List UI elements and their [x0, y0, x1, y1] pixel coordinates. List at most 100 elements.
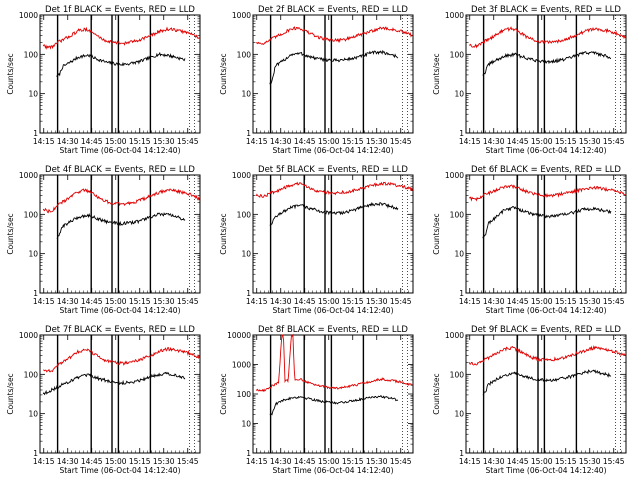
x-tick-label: 15:45	[603, 137, 625, 146]
x-axis-label: Start Time (06-Oct-04 14:12:40)	[59, 466, 180, 475]
x-tick-label: 14:15	[459, 457, 481, 466]
x-tick-label: 15:15	[129, 297, 151, 306]
lld-series-line	[255, 181, 413, 198]
x-tick-label: 15:45	[603, 297, 625, 306]
x-tick-label: 14:15	[459, 137, 481, 146]
x-tick-label: 14:15	[33, 297, 55, 306]
y-tick-label: 100	[450, 210, 465, 219]
lld-series-line	[468, 345, 626, 366]
x-tick-label: 14:15	[33, 457, 55, 466]
events-series-line	[482, 369, 612, 396]
lld-series-line	[255, 26, 413, 46]
x-tick-label: 15:00	[105, 457, 127, 466]
y-tick-label: 1	[459, 449, 464, 458]
plot-frame	[39, 14, 201, 134]
lld-series-line	[468, 26, 626, 49]
plot-frame	[465, 174, 627, 294]
y-tick-label: 1000	[232, 11, 251, 20]
y-tick-label: 1000	[19, 171, 38, 180]
y-tick-label: 10	[28, 90, 38, 99]
x-tick-label: 14:15	[459, 297, 481, 306]
lld-series-line	[42, 26, 200, 50]
lld-series-line	[43, 346, 200, 373]
y-tick-label: 10	[454, 250, 464, 259]
y-tick-label: 10	[454, 410, 464, 419]
x-axis-label: Start Time (06-Oct-04 14:12:40)	[272, 306, 393, 315]
y-tick-label: 1	[246, 289, 251, 298]
y-tick-label: 100	[450, 370, 465, 379]
y-tick-label: 1	[33, 449, 38, 458]
x-tick-label: 15:45	[177, 457, 199, 466]
x-tick-label: 14:45	[294, 137, 316, 146]
y-tick-label: 10	[241, 250, 251, 259]
x-tick-label: 15:00	[531, 137, 553, 146]
x-tick-label: 14:15	[246, 457, 268, 466]
x-tick-label: 15:15	[342, 137, 364, 146]
detector-plot-2: Det 2f BLACK = Events, RED = LLD 1 10 100 10…	[219, 5, 414, 155]
detector-plot-5: Det 5f BLACK = Events, RED = LLD 1 10 100 10…	[219, 165, 414, 315]
y-tick-label: 10	[241, 90, 251, 99]
x-tick-label: 14:30	[483, 297, 505, 306]
plot-frame	[252, 174, 414, 294]
x-tick-label: 14:30	[57, 137, 79, 146]
x-tick-label: 14:30	[270, 457, 292, 466]
x-tick-label: 15:30	[579, 457, 601, 466]
lld-series-line	[255, 333, 413, 393]
x-tick-label: 14:45	[294, 297, 316, 306]
x-tick-label: 14:30	[270, 297, 292, 306]
x-tick-label: 15:15	[555, 297, 577, 306]
x-tick-label: 14:30	[270, 137, 292, 146]
y-tick-label: 10000	[227, 331, 251, 340]
x-tick-label: 15:45	[603, 457, 625, 466]
y-axis-label: Counts/sec	[432, 213, 441, 254]
x-tick-label: 14:15	[246, 297, 268, 306]
y-tick-label: 1000	[232, 171, 251, 180]
x-axis-label: Start Time (06-Oct-04 14:12:40)	[485, 466, 606, 475]
x-tick-label: 15:15	[342, 457, 364, 466]
plot-title: Det 7f BLACK = Events, RED = LLD	[45, 325, 195, 335]
events-series-line	[482, 205, 612, 239]
x-tick-label: 15:30	[153, 297, 175, 306]
x-tick-label: 15:45	[177, 137, 199, 146]
events-series-line	[269, 49, 399, 85]
x-axis-label: Start Time (06-Oct-04 14:12:40)	[485, 306, 606, 315]
y-axis-label: Counts/sec	[219, 373, 228, 414]
events-series-line	[482, 51, 611, 76]
y-tick-label: 100	[237, 50, 252, 59]
plot-title: Det 6f BLACK = Events, RED = LLD	[471, 165, 621, 175]
y-tick-label: 10	[28, 250, 38, 259]
x-tick-label: 14:30	[483, 457, 505, 466]
y-axis-label: Counts/sec	[219, 53, 228, 94]
x-tick-label: 15:30	[579, 137, 601, 146]
x-tick-label: 15:00	[318, 137, 340, 146]
y-tick-label: 1000	[19, 11, 38, 20]
x-tick-label: 15:30	[153, 137, 175, 146]
y-tick-label: 100	[24, 370, 39, 379]
x-tick-label: 15:15	[555, 457, 577, 466]
plot-frame	[252, 14, 414, 134]
x-tick-label: 14:45	[81, 297, 103, 306]
events-series-line	[269, 201, 399, 227]
detector-plot-9: Det 9f BLACK = Events, RED = LLD 1 10 100 10…	[432, 325, 627, 475]
lld-series-line	[468, 184, 626, 202]
detector-plot-6: Det 6f BLACK = Events, RED = LLD 1 10 100 10…	[432, 165, 627, 315]
x-tick-label: 15:30	[579, 297, 601, 306]
y-tick-label: 1000	[445, 171, 464, 180]
events-series-line	[42, 371, 186, 396]
detector-plot-8: Det 8f BLACK = Events, RED = LLD 1 10 100 10…	[219, 325, 414, 475]
x-tick-label: 14:45	[507, 457, 529, 466]
y-axis-label: Counts/sec	[6, 213, 15, 254]
x-tick-label: 14:15	[246, 137, 268, 146]
x-axis-label: Start Time (06-Oct-04 14:12:40)	[59, 146, 180, 155]
plot-frame	[39, 334, 201, 454]
x-tick-label: 15:00	[105, 137, 127, 146]
x-axis-label: Start Time (06-Oct-04 14:12:40)	[272, 466, 393, 475]
x-tick-label: 15:30	[366, 137, 388, 146]
plot-title: Det 3f BLACK = Events, RED = LLD	[471, 5, 621, 15]
x-tick-label: 15:30	[153, 457, 175, 466]
y-tick-label: 1	[459, 289, 464, 298]
plot-title: Det 1f BLACK = Events, RED = LLD	[45, 5, 195, 15]
plot-title: Det 2f BLACK = Events, RED = LLD	[258, 5, 408, 15]
y-tick-label: 100	[24, 210, 39, 219]
